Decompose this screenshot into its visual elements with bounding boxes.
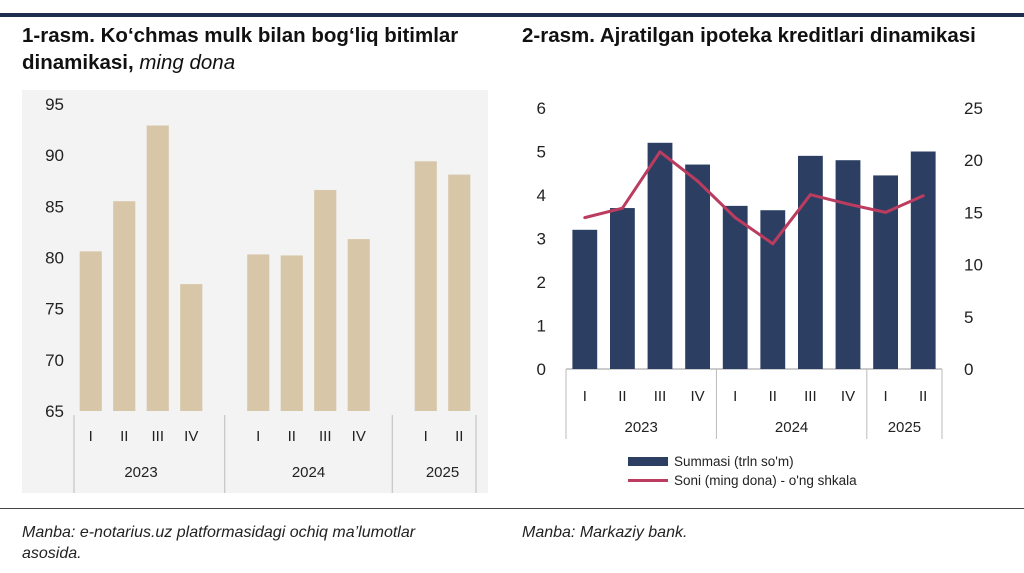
x-group-label: 2025 — [888, 419, 921, 436]
x-tick-label: III — [319, 428, 332, 445]
x-tick-label: I — [884, 388, 888, 405]
line-point — [884, 210, 888, 214]
x-tick-label: II — [919, 388, 927, 405]
y-left-tick-label: 6 — [537, 99, 546, 118]
x-tick-label: I — [424, 428, 428, 445]
x-tick-label: II — [455, 428, 463, 445]
x-tick-label: IV — [841, 388, 855, 405]
x-tick-label: II — [769, 388, 777, 405]
bar — [146, 125, 169, 412]
legend-swatch-line — [628, 478, 668, 482]
bar — [180, 284, 203, 411]
y-tick-label: 90 — [45, 146, 64, 165]
bar — [314, 189, 337, 411]
bar — [647, 142, 673, 369]
x-group-label: 2023 — [124, 464, 157, 481]
x-tick-label: IV — [691, 388, 705, 405]
x-tick-label: I — [733, 388, 737, 405]
bar — [448, 174, 471, 411]
x-tick-label: II — [618, 388, 626, 405]
bar — [113, 201, 136, 411]
y-tick-label: 70 — [45, 351, 64, 370]
x-tick-label: III — [151, 428, 164, 445]
y-right-tick-label: 25 — [964, 99, 983, 118]
line-series-soni — [584, 150, 924, 246]
legend-item-line: Soni (ming dona) - o'ng shkala — [628, 471, 857, 489]
x-group-label: 2023 — [625, 419, 658, 436]
chart1-title: 1-rasm. Ko‘chmas mulk bilan bog‘liq biti… — [22, 22, 502, 76]
y-left-tick-label: 5 — [537, 143, 546, 162]
bar — [722, 205, 748, 369]
x-tick-label: IV — [352, 428, 366, 445]
x-tick-label: I — [583, 388, 587, 405]
y-left-tick-label: 2 — [537, 273, 546, 292]
chart2-panel: 0 1 2 3 4 5 6 0 5 10 15 20 25 I II III IV 2023 I II III IV 202… — [522, 90, 1002, 493]
bar — [572, 229, 598, 369]
x-tick-label: II — [120, 428, 128, 445]
line-point — [658, 150, 662, 154]
y-left-tick-label: 1 — [537, 317, 546, 336]
legend-item-bars: Summasi (trln so'm) — [628, 452, 857, 470]
chart1-panel: 65 70 75 80 85 90 95 I II III IV 2023 I II III IV 2024 I I… — [22, 90, 488, 493]
bar — [609, 208, 635, 369]
bottom-rule — [0, 508, 1024, 509]
line-point — [771, 242, 775, 246]
bar — [347, 239, 370, 411]
line-point — [846, 202, 850, 206]
bar — [414, 161, 437, 411]
legend-label-line: Soni (ming dona) - o'ng shkala — [674, 472, 857, 488]
x-tick-label: I — [256, 428, 260, 445]
x-tick-label: I — [89, 428, 93, 445]
bar — [247, 254, 270, 411]
legend-label-bars: Summasi (trln so'm) — [674, 453, 794, 469]
top-rule — [0, 13, 1024, 17]
y-tick-label: 75 — [45, 300, 64, 319]
y-right-tick-label: 0 — [964, 360, 973, 379]
y-right-tick-label: 10 — [964, 256, 983, 275]
y-tick-label: 85 — [45, 197, 64, 216]
y-tick-label: 80 — [45, 249, 64, 268]
y-right-tick-label: 15 — [964, 203, 983, 222]
legend-swatch-bars — [628, 456, 668, 466]
x-tick-label: III — [804, 388, 817, 405]
x-tick-label: IV — [184, 428, 198, 445]
bar — [797, 155, 823, 369]
bar — [910, 151, 936, 369]
chart1-source: Manba: e-notarius.uz platformasidagi och… — [22, 524, 416, 562]
x-tick-label: III — [654, 388, 667, 405]
line-point — [808, 193, 812, 197]
x-group-label: 2024 — [775, 419, 808, 436]
y-right-tick-label: 5 — [964, 308, 973, 327]
line-point — [620, 206, 624, 210]
x-group-label: 2024 — [292, 464, 325, 481]
y-left-tick-label: 0 — [537, 360, 546, 379]
x-tick-label: II — [288, 428, 296, 445]
bar — [873, 175, 899, 369]
y-tick-label: 95 — [45, 95, 64, 114]
y-left-tick-label: 3 — [537, 230, 546, 249]
line-point — [733, 216, 737, 220]
y-left-tick-label: 4 — [537, 186, 546, 205]
chart2-title: 2-rasm. Ajratilgan ipoteka kreditlari di… — [522, 24, 976, 47]
bar — [835, 160, 861, 369]
x-group-label: 2025 — [426, 464, 459, 481]
line-point — [921, 194, 925, 198]
line-point — [696, 179, 700, 183]
line-point — [583, 216, 587, 220]
y-tick-label: 65 — [45, 402, 64, 421]
bar — [685, 164, 711, 369]
chart2-legend: Summasi (trln so'm) Soni (ming dona) - o… — [628, 452, 857, 490]
chart1-title-main: 1-rasm. Ko‘chmas mulk bilan bog‘liq biti… — [22, 24, 459, 74]
y-right-tick-label: 20 — [964, 151, 983, 170]
bar — [79, 251, 102, 411]
chart1-title-unit: ming dona — [139, 51, 236, 74]
bar — [280, 255, 303, 411]
chart2-source: Manba: Markaziy bank. — [522, 524, 688, 541]
